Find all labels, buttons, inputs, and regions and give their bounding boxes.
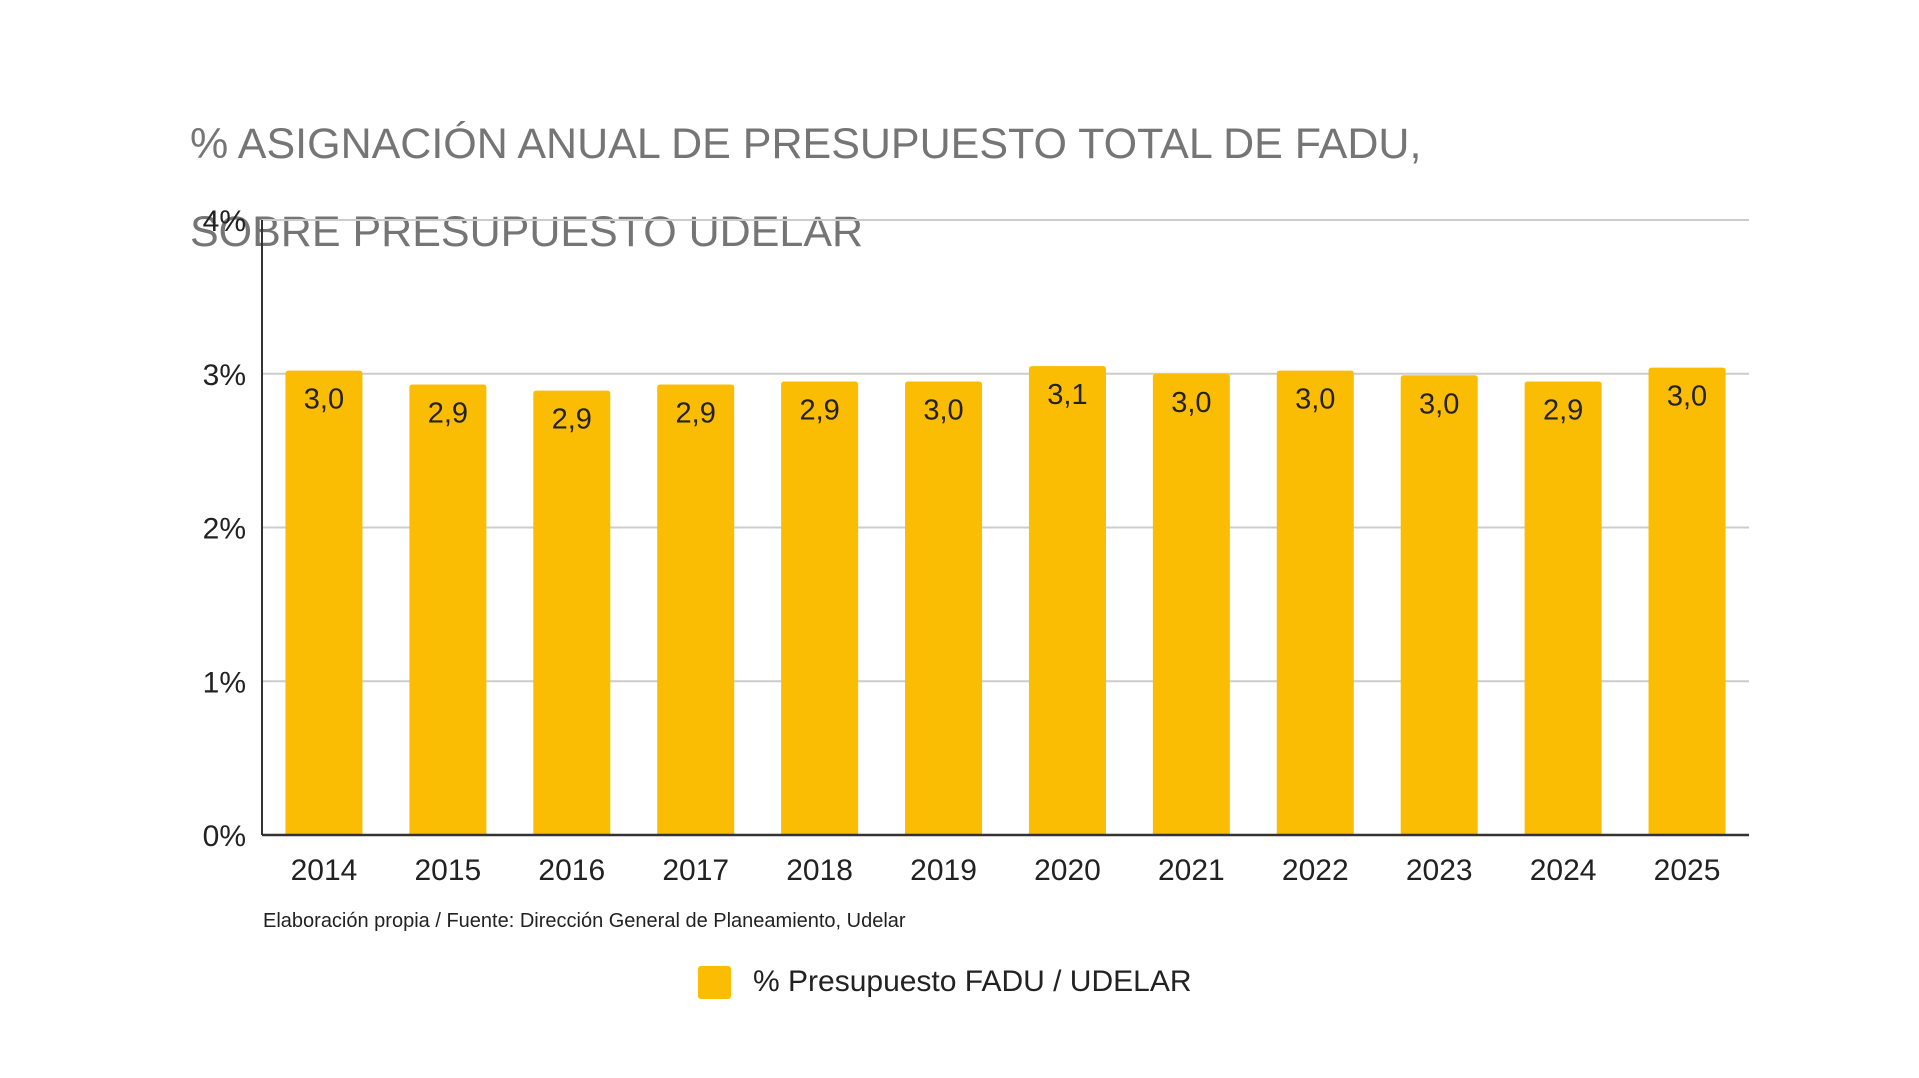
data-label: 3,0 — [923, 394, 963, 426]
legend-label: % Presupuesto FADU / UDELAR — [753, 965, 1192, 998]
chart-title: % ASIGNACIÓN ANUAL DE PRESUPUESTO TOTAL … — [190, 78, 1690, 298]
data-label: 2,9 — [552, 404, 592, 436]
data-label: 3,0 — [1171, 387, 1211, 419]
legend-swatch — [698, 965, 731, 999]
x-tick-label: 2024 — [1530, 854, 1597, 887]
x-tick-label: 2023 — [1406, 854, 1473, 887]
x-tick-label: 2017 — [662, 854, 729, 887]
bar — [1152, 373, 1230, 835]
bar — [657, 384, 735, 835]
bar — [1276, 370, 1354, 835]
legend: % Presupuesto FADU / UDELAR — [698, 965, 1192, 999]
source-note: Elaboración propia / Fuente: Dirección G… — [263, 910, 906, 932]
bar — [781, 381, 859, 835]
x-tick-label: 2016 — [538, 854, 605, 887]
bar — [1028, 366, 1106, 835]
chart-title-line-1: % ASIGNACIÓN ANUAL DE PRESUPUESTO TOTAL … — [190, 120, 1422, 168]
bar — [533, 390, 611, 835]
data-label: 3,1 — [1047, 379, 1087, 411]
bar — [1648, 367, 1726, 835]
x-tick-label: 2018 — [786, 854, 853, 887]
x-tick-label: 2021 — [1158, 854, 1225, 887]
y-tick-label: 2% — [203, 513, 246, 546]
bar — [905, 381, 983, 835]
bar — [285, 370, 363, 835]
bar — [1524, 381, 1602, 835]
y-tick-label: 3% — [203, 359, 246, 392]
data-label: 2,9 — [1543, 394, 1583, 426]
bar — [409, 384, 487, 835]
x-tick-label: 2015 — [415, 854, 482, 887]
bar — [1400, 375, 1478, 835]
data-label: 3,0 — [304, 384, 344, 416]
x-tick-label: 2025 — [1654, 854, 1721, 887]
data-label: 3,0 — [1667, 381, 1707, 413]
x-tick-label: 2019 — [910, 854, 977, 887]
data-label: 2,9 — [676, 398, 716, 430]
y-tick-label: 0% — [203, 820, 246, 853]
chart-title-line-2: SOBRE PRESUPUESTO UDELAR — [190, 208, 864, 256]
data-label: 3,0 — [1419, 388, 1459, 420]
data-label: 2,9 — [799, 394, 839, 426]
data-label: 3,0 — [1295, 384, 1335, 416]
y-tick-label: 1% — [203, 666, 246, 699]
y-tick-label: 4% — [203, 205, 246, 238]
x-tick-label: 2022 — [1282, 854, 1349, 887]
x-tick-label: 2014 — [291, 854, 358, 887]
data-label: 2,9 — [428, 398, 468, 430]
x-tick-label: 2020 — [1034, 854, 1101, 887]
